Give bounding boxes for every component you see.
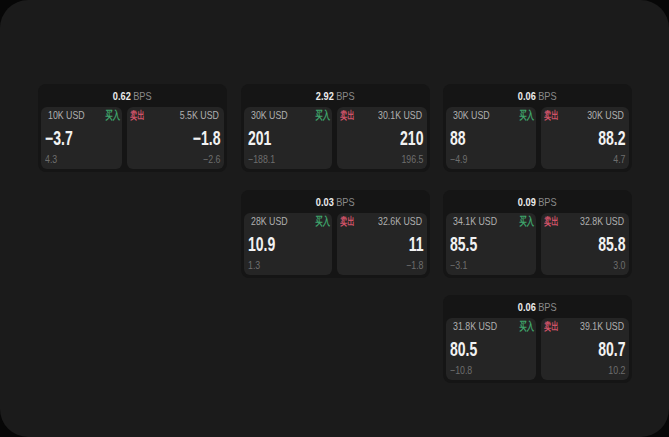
sell-price: 210 [364,127,423,150]
sell-tag[interactable]: 卖出 [544,320,559,333]
buy-change: 1.3 [248,259,312,271]
bps-value: 0.09 [518,196,536,208]
buy-change: −3.1 [450,259,516,271]
sell-price: 80.7 [567,338,625,361]
sell-notional: 5.5K USD [180,109,219,122]
sell-notional: 30.1K USD [378,109,422,122]
sell-tag[interactable]: 卖出 [340,109,355,122]
bps-header-line: 0.06 BPS [518,301,557,313]
buy-notional: 31.8K USD [453,320,497,333]
sell-quote-tile[interactable]: 卖出 39.1K USD 80.7 10.2 [541,318,630,380]
sell-tag[interactable]: 卖出 [340,215,355,228]
buy-price: 10.9 [248,233,306,256]
buy-quote-tile[interactable]: 30K USD 买入 201 −188.1 [244,107,332,169]
buy-change: 4.3 [45,153,103,165]
quote-card: 0.09 BPS 34.1K USD 买入 85.5 −3.1 卖出 32.8K… [443,190,632,278]
sell-tag[interactable]: 卖出 [544,109,559,122]
buy-price: 80.5 [450,338,509,361]
card-header: 0.06 BPS [443,295,632,318]
buy-tag[interactable]: 买入 [315,109,330,122]
bps-value: 0.03 [316,196,334,208]
buy-change: −188.1 [248,153,312,165]
bps-unit-label: BPS [133,90,151,102]
buy-quote-tile[interactable]: 31.8K USD 买入 80.5 −10.8 [446,318,536,380]
sell-quote-tile[interactable]: 卖出 32.6K USD 11 −1.8 [337,213,428,275]
buy-change: −4.9 [450,153,516,165]
buy-notional: 34.1K USD [453,215,497,228]
bps-header-line: 2.92 BPS [316,90,355,102]
sell-quote-tile[interactable]: 卖出 5.5K USD −1.8 −2.6 [127,107,225,169]
bps-header-line: 0.03 BPS [316,196,355,208]
sell-notional: 32.8K USD [580,215,624,228]
buy-tag[interactable]: 买入 [519,320,534,333]
sell-price: 85.8 [567,233,625,256]
sell-price: 88.2 [567,127,625,150]
quote-card: 0.03 BPS 28K USD 买入 10.9 1.3 卖出 32.6K US… [241,190,430,278]
sell-change: 10.2 [561,364,625,376]
bps-value: 0.06 [518,301,536,313]
card-header: 0.06 BPS [443,84,632,107]
sell-quote-tile[interactable]: 卖出 30.1K USD 210 196.5 [337,107,428,169]
buy-quote-tile[interactable]: 10K USD 买入 −3.7 4.3 [41,107,122,169]
bps-unit-label: BPS [336,196,354,208]
card-header: 0.03 BPS [241,190,430,213]
card-header: 0.62 BPS [38,84,227,107]
buy-notional: 28K USD [251,215,288,228]
bps-unit-label: BPS [538,90,556,102]
bps-header-line: 0.09 BPS [518,196,557,208]
card-header: 0.09 BPS [443,190,632,213]
buy-quote-tile[interactable]: 28K USD 买入 10.9 1.3 [244,213,332,275]
sell-tag[interactable]: 卖出 [130,109,145,122]
sell-notional: 39.1K USD [580,320,624,333]
sell-quote-tile[interactable]: 卖出 30K USD 88.2 4.7 [541,107,630,169]
quotes-board: 0.62 BPS 10K USD 买入 −3.7 4.3 卖出 5.5K USD… [0,0,669,437]
buy-price: 201 [248,127,306,150]
quote-card: 0.06 BPS 31.8K USD 买入 80.5 −10.8 卖出 39.1… [443,295,632,383]
buy-price: 85.5 [450,233,509,256]
bps-unit-label: BPS [538,301,556,313]
quote-card: 2.92 BPS 30K USD 买入 201 −188.1 卖出 30.1K … [241,84,430,172]
quote-card: 0.06 BPS 30K USD 买入 88 −4.9 卖出 30K USD 8… [443,84,632,172]
buy-tag[interactable]: 买入 [519,109,534,122]
buy-notional: 10K USD [48,109,85,122]
sell-notional: 32.6K USD [378,215,422,228]
bps-unit-label: BPS [336,90,354,102]
sell-change: 196.5 [357,153,423,165]
buy-tag[interactable]: 买入 [105,109,120,122]
bps-header-line: 0.62 BPS [113,90,152,102]
sell-change: −1.8 [357,259,423,271]
bps-unit-label: BPS [538,196,556,208]
buy-notional: 30K USD [251,109,288,122]
bps-value: 2.92 [316,90,334,102]
sell-change: −2.6 [148,153,220,165]
buy-tag[interactable]: 买入 [519,215,534,228]
buy-notional: 30K USD [453,109,490,122]
card-header: 2.92 BPS [241,84,430,107]
buy-price: 88 [450,127,509,150]
buy-tag[interactable]: 买入 [315,215,330,228]
buy-change: −10.8 [450,364,516,376]
sell-price: −1.8 [156,127,220,150]
bps-value: 0.62 [113,90,131,102]
quote-card: 0.62 BPS 10K USD 买入 −3.7 4.3 卖出 5.5K USD… [38,84,227,172]
buy-price: −3.7 [45,127,98,150]
sell-tag[interactable]: 卖出 [544,215,559,228]
bps-value: 0.06 [518,90,536,102]
sell-change: 3.0 [561,259,625,271]
sell-change: 4.7 [561,153,625,165]
sell-notional: 30K USD [587,109,624,122]
sell-quote-tile[interactable]: 卖出 32.8K USD 85.8 3.0 [541,213,630,275]
buy-quote-tile[interactable]: 30K USD 买入 88 −4.9 [446,107,536,169]
buy-quote-tile[interactable]: 34.1K USD 买入 85.5 −3.1 [446,213,536,275]
sell-price: 11 [364,233,423,256]
bps-header-line: 0.06 BPS [518,90,557,102]
